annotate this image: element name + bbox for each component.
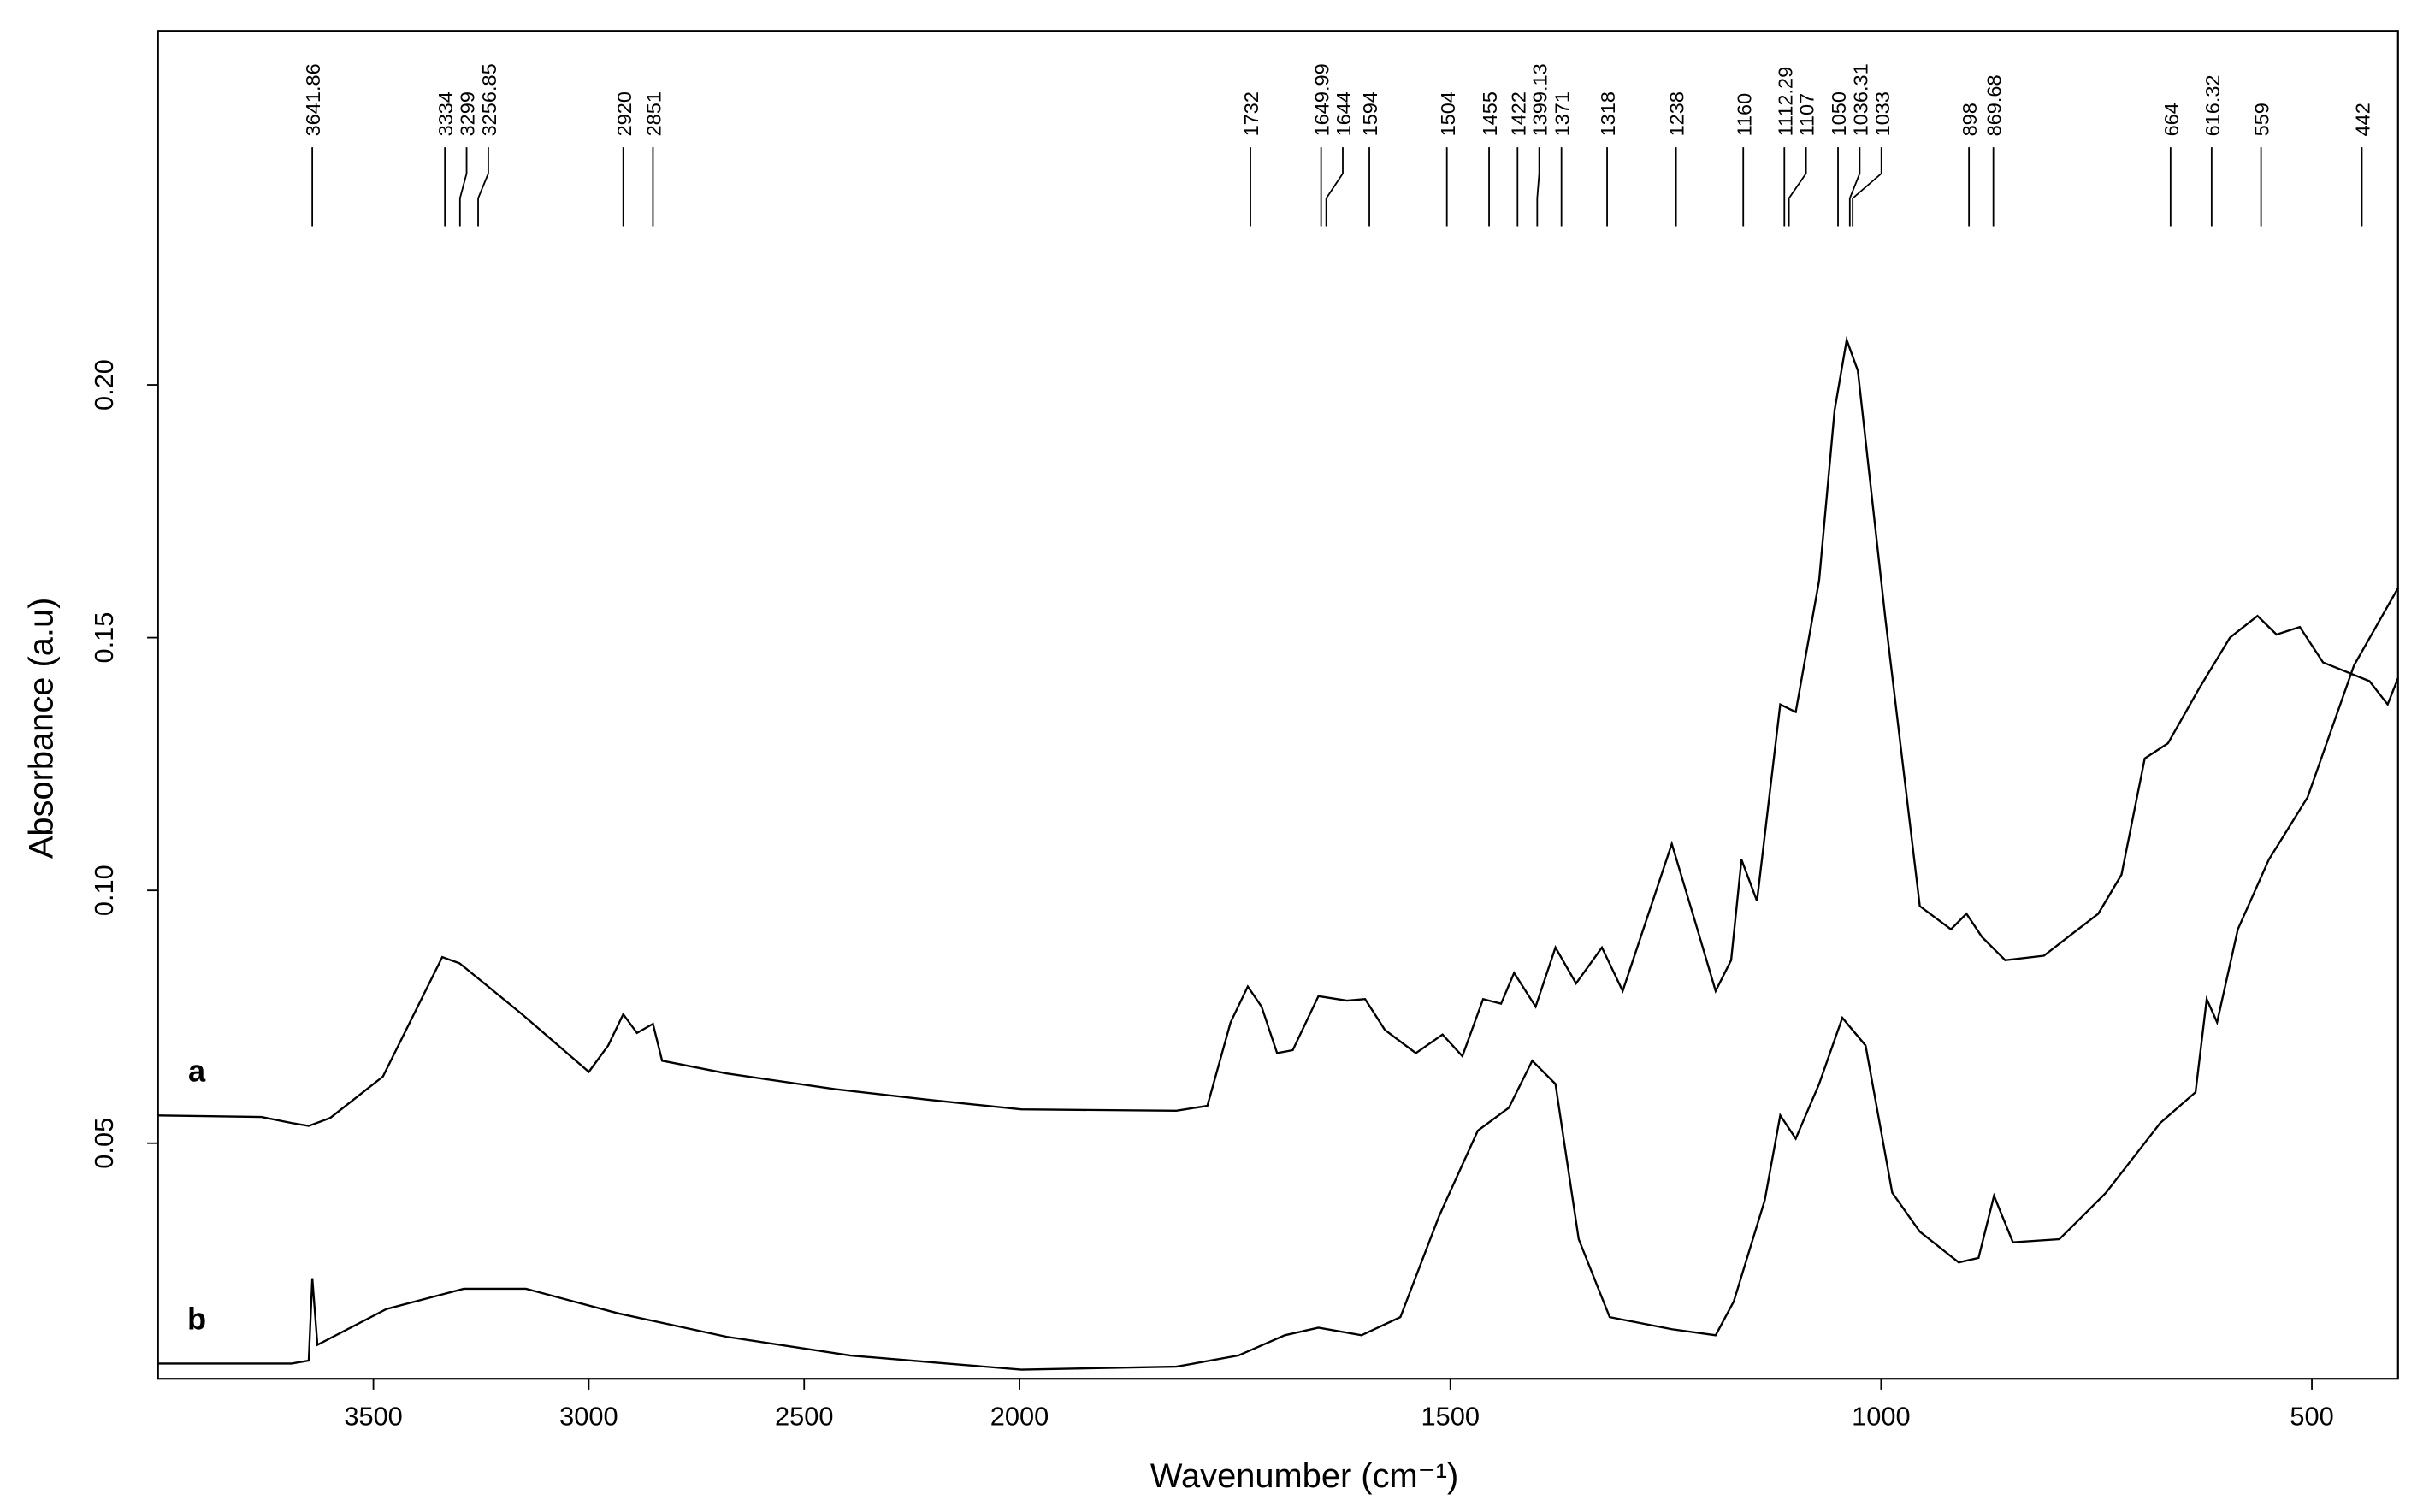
peak-label: 3334 <box>434 92 457 136</box>
peak-label: 616.32 <box>2201 74 2224 136</box>
peak-label: 1112.29 <box>1774 67 1796 137</box>
x-tick-label: 1500 <box>1421 1402 1479 1432</box>
peak-label: 3256.85 <box>478 63 500 136</box>
peak-marker <box>1536 147 1540 227</box>
series-label: a <box>188 1053 206 1088</box>
peak-marker <box>477 147 489 227</box>
plot-frame <box>157 30 2399 1380</box>
peak-label: 559 <box>2251 103 2273 136</box>
x-tick-label: 3500 <box>344 1402 402 1432</box>
peak-label: 664 <box>2160 103 2183 136</box>
peak-label: 1732 <box>1240 92 1262 136</box>
y-tick-label: 0.10 <box>89 865 119 916</box>
peak-label: 1033 <box>1871 92 1894 136</box>
peak-marker <box>458 147 468 227</box>
y-tick-label: 0.20 <box>89 359 119 410</box>
series-label: b <box>187 1302 206 1337</box>
peak-marker <box>1325 147 1344 227</box>
peak-label: 442 <box>2352 103 2374 136</box>
peak-label: 1318 <box>1597 92 1619 136</box>
peak-label: 1160 <box>1733 93 1755 137</box>
peak-label: 1050 <box>1828 92 1850 136</box>
peak-label: 2851 <box>643 92 665 136</box>
peak-marker <box>1852 147 1882 227</box>
peak-label: 898 <box>1959 103 1981 136</box>
x-tick-label: 500 <box>2290 1402 2333 1432</box>
peak-marker <box>1788 147 1807 227</box>
peak-label: 869.68 <box>1983 74 2006 136</box>
x-tick-label: 2000 <box>990 1402 1049 1432</box>
peak-label: 3641.86 <box>302 63 324 136</box>
x-tick-label: 2500 <box>775 1402 833 1432</box>
peak-marker <box>1848 147 1861 227</box>
spectrum-line <box>157 588 2399 1371</box>
peak-label: 1422 <box>1507 92 1529 136</box>
y-tick-label: 0.15 <box>89 612 119 664</box>
y-tick-label: 0.05 <box>89 1118 119 1169</box>
peak-label: 1455 <box>1479 92 1501 136</box>
x-tick-label: 1000 <box>1852 1402 1910 1432</box>
peak-label: 1649.99 <box>1311 63 1333 136</box>
spectrum-line <box>157 335 2399 1127</box>
peak-label: 1371 <box>1551 92 1574 136</box>
y-axis-title: Absorbance (a.u) <box>23 598 61 859</box>
peak-label: 3299 <box>457 92 479 136</box>
x-tick-label: 3000 <box>559 1402 618 1432</box>
peak-label: 1504 <box>1437 92 1459 136</box>
peak-label: 1594 <box>1359 92 1381 136</box>
peak-label: 1107 <box>1796 93 1818 137</box>
peak-label: 1036.31 <box>1849 63 1871 136</box>
peak-label: 1399.13 <box>1529 63 1551 136</box>
x-axis-title: Wavenumber (cm⁻¹) <box>1150 1457 1458 1495</box>
peak-label: 1644 <box>1333 92 1355 136</box>
peak-label: 1238 <box>1666 92 1688 136</box>
peak-label: 2920 <box>613 92 635 136</box>
